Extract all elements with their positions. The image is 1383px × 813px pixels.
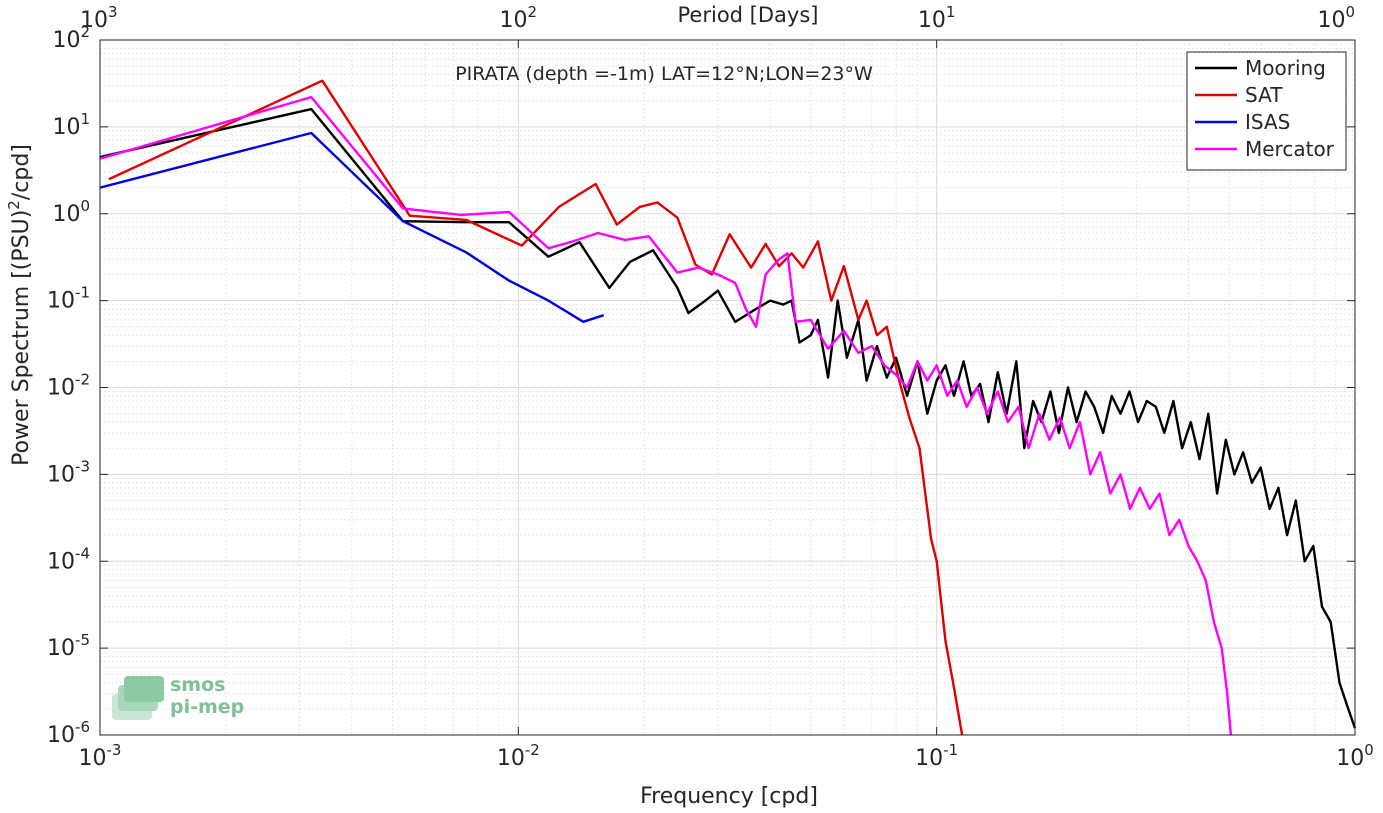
y-tick-base: 10 xyxy=(47,636,75,661)
y-tick-base: 10 xyxy=(47,462,75,487)
chart-title: PIRATA (depth =-1m) LAT=12°N;LON=23°W xyxy=(455,63,873,85)
legend-label-mercator: Mercator xyxy=(1245,137,1335,161)
top-tick-label: 102 xyxy=(500,3,538,33)
top-tick-base: 10 xyxy=(918,8,946,33)
series-line-mooring xyxy=(99,107,1357,729)
x-tick-exp: -3 xyxy=(107,741,122,759)
y-tick-base: 10 xyxy=(52,202,80,227)
y-tick-label: 10-5 xyxy=(47,631,90,661)
x-tick-label: 10-1 xyxy=(915,741,958,771)
series-line-sat xyxy=(108,79,964,736)
y-tick-exp: -2 xyxy=(75,371,90,389)
x-tick-base: 10 xyxy=(1336,746,1364,771)
legend-label-isas: ISAS xyxy=(1245,110,1290,134)
grid xyxy=(99,40,1356,736)
series-line-isas xyxy=(99,131,605,323)
x-tick-base: 10 xyxy=(497,746,525,771)
legend-box xyxy=(1186,51,1347,171)
y-tick-label: 10-2 xyxy=(47,371,90,401)
top-tick-exp: 3 xyxy=(108,3,118,21)
x-tick-base: 10 xyxy=(915,746,943,771)
top-tick-exp: 2 xyxy=(528,3,538,21)
logo-text-top: smos xyxy=(170,674,225,696)
top-tick-label: 101 xyxy=(918,3,956,33)
x-axis-label: Frequency [cpd] xyxy=(640,784,818,809)
y-tick-exp: 0 xyxy=(80,197,90,215)
legend: Mooring SAT ISAS Mercator xyxy=(1186,51,1347,171)
top-tick-exp: 1 xyxy=(946,3,956,21)
series-lines xyxy=(99,79,1357,736)
y-tick-exp: -3 xyxy=(75,457,90,475)
x-tick-exp: -2 xyxy=(525,741,540,759)
x-tick-label: 10-3 xyxy=(79,741,122,771)
y-tick-exp: 1 xyxy=(80,110,90,128)
y-tick-exp: -4 xyxy=(75,544,90,562)
y-tick-base: 10 xyxy=(47,289,75,314)
y-tick-label: 102 xyxy=(52,23,90,53)
y-tick-label: 10-6 xyxy=(47,718,90,748)
y-tick-exp: -6 xyxy=(75,718,90,736)
y-tick-base: 10 xyxy=(52,115,80,140)
logo-layer-icon xyxy=(124,676,164,702)
top-axis-label: Period [Days] xyxy=(678,3,819,27)
top-tick-base: 10 xyxy=(500,8,528,33)
y-tick-base: 10 xyxy=(47,723,75,748)
x-tick-label: 100 xyxy=(1336,741,1374,771)
x-tick-base: 10 xyxy=(79,746,107,771)
top-tick-base: 10 xyxy=(1317,8,1345,33)
logo-text-bottom: pi-mep xyxy=(170,696,244,718)
series-line-mercator xyxy=(99,95,1233,736)
y-tick-exp: -5 xyxy=(75,631,90,649)
smos-pimep-logo: smos pi-mep xyxy=(112,674,244,720)
x-tick-label: 10-2 xyxy=(497,741,540,771)
top-tick-label: 103 xyxy=(80,3,118,33)
y-tick-base: 10 xyxy=(47,549,75,574)
y-tick-base: 10 xyxy=(47,376,75,401)
x-tick-exp: 0 xyxy=(1364,741,1374,759)
y-tick-exp: 2 xyxy=(80,23,90,41)
top-tick-label: 100 xyxy=(1317,3,1355,33)
y-tick-label: 100 xyxy=(52,197,90,227)
y-tick-base: 10 xyxy=(52,28,80,53)
top-tick-base: 10 xyxy=(80,8,108,33)
y-tick-label: 10-3 xyxy=(47,457,90,487)
y-tick-exp: -1 xyxy=(75,284,90,302)
x-tick-exp: -1 xyxy=(943,741,958,759)
y-tick-label: 10-1 xyxy=(47,284,90,314)
y-tick-label: 10-4 xyxy=(47,544,90,574)
legend-label-mooring: Mooring xyxy=(1245,56,1326,80)
y-axis-label: Power Spectrum [(PSU)2/cpd] xyxy=(5,144,34,466)
legend-label-sat: SAT xyxy=(1245,83,1283,107)
top-tick-exp: 0 xyxy=(1345,3,1355,21)
y-tick-label: 101 xyxy=(52,110,90,140)
